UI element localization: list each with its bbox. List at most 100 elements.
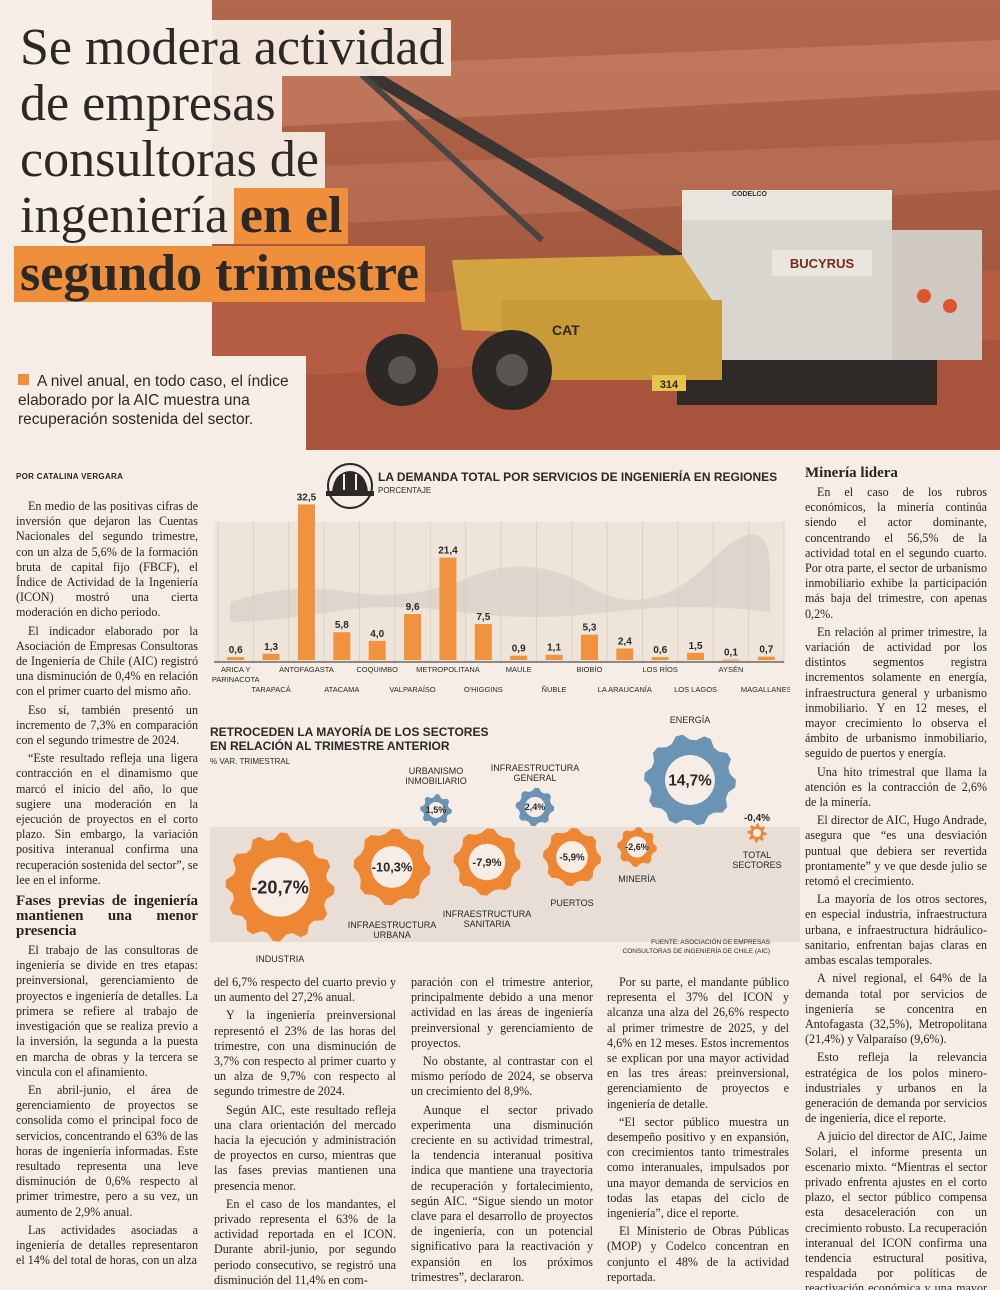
bar-value-label: 0,6 — [653, 645, 667, 656]
category-label: METROPOLITANA — [416, 665, 480, 674]
column-2: del 6,7% respecto del cuarto previo y un… — [214, 975, 396, 1290]
headline-line-2: de empresas — [14, 76, 282, 132]
category-label: MAULE — [506, 665, 532, 674]
gear-center — [250, 857, 310, 917]
gear-value-label: -0,4% — [744, 813, 770, 824]
sector-label: INMOBILIARIO — [405, 776, 467, 786]
headline-highlight-line: segundo trimestre — [14, 246, 426, 302]
gear-value-label: -7,9% — [472, 857, 501, 869]
sector-label: GENERAL — [513, 773, 556, 783]
bar-value-label: 0,9 — [512, 644, 526, 655]
sector-label: URBANISMO — [409, 766, 464, 776]
bar-los-lagos — [687, 652, 705, 660]
category-label: O'HIGGINS — [464, 685, 503, 694]
headline-line-1: Se modera actividad — [14, 20, 451, 76]
gear-value-label: -2,6% — [625, 842, 649, 852]
paragraph: Aunque el sector privado experimenta una… — [411, 1102, 593, 1284]
headline-line-4: ingeniería — [14, 188, 234, 244]
bar-value-label: 1,5 — [689, 641, 703, 652]
headline: Se modera actividad de empresas consulto… — [14, 20, 484, 302]
paragraph: Por su parte, el mandante público repres… — [607, 975, 789, 1111]
paragraph: El indicador elaborado por la Asociación… — [16, 623, 198, 699]
category-label: VALPARAÍSO — [389, 685, 436, 694]
bar-value-label: 0,6 — [229, 645, 243, 656]
codelco-sign: CODELCO — [732, 191, 768, 198]
bar-metropolitana — [439, 557, 457, 660]
paragraph: Esto refleja la relevancia estratégica d… — [805, 1050, 987, 1126]
paragraph: Eso sí, también presentó un incremento d… — [16, 702, 198, 748]
headline-highlight-inline: en el — [233, 188, 349, 244]
bar-value-label: 5,3 — [582, 623, 596, 634]
sector-label: MINERÍA — [618, 874, 656, 884]
category-label: AYSÉN — [719, 665, 744, 674]
bar-value-label: 21,4 — [438, 546, 458, 557]
bar-value-label: 0,7 — [759, 645, 773, 656]
paragraph: En relación al primer trimestre, la vari… — [805, 624, 987, 761]
paragraph: Según AIC, este resultado refleja una cl… — [214, 1102, 396, 1193]
bar-atacama — [333, 632, 351, 660]
category-label: LA ARAUCANÍA — [598, 685, 652, 694]
bar-valparaíso — [404, 614, 422, 660]
mining-photo: BUCYRUS 203 CODELCO CAT 314 — [212, 0, 1000, 450]
category-label: MAGALLANES — [741, 685, 790, 694]
paragraph: del 6,7% respecto del cuarto previo y un… — [214, 975, 396, 1005]
summary-text: A nivel anual, en todo caso, el índice e… — [18, 373, 289, 428]
chart1-title: LA DEMANDA TOTAL POR SERVICIOS DE INGENI… — [378, 469, 777, 484]
gear-center — [752, 828, 762, 838]
bullet-square-icon — [18, 374, 29, 385]
paragraph: La mayoría de los otros sectores, en esp… — [805, 892, 987, 968]
sector-label: INFRAESTRUCTURA — [443, 909, 532, 919]
gear-center — [665, 755, 715, 805]
chart2-source-line-1: FUENTE: ASOCIACIÓN DE EMPRESAS — [651, 937, 770, 946]
bar-o-higgins — [474, 624, 492, 660]
paragraph: El director de AIC, Hugo Andrade, asegur… — [805, 813, 987, 889]
sector-label: SANITARIA — [464, 919, 511, 929]
bar-la-araucanía — [616, 648, 634, 660]
bar-magallanes — [757, 656, 775, 660]
paragraph: A nivel regional, el 64% de la demanda t… — [805, 971, 987, 1047]
bar-value-label: 2,4 — [618, 637, 632, 648]
gear-center — [468, 843, 506, 881]
paragraph: Una hito trimestral que llama la atenció… — [805, 764, 987, 810]
category-label: BIOBÍO — [577, 665, 603, 674]
gear-center — [626, 836, 648, 858]
gear-center — [556, 841, 588, 873]
bucyrus-label: BUCYRUS — [790, 256, 855, 271]
bar-coquimbo — [368, 640, 386, 660]
category-label: COQUIMBO — [356, 665, 398, 674]
gear-value-label: -20,7% — [251, 877, 308, 897]
bucyrus-sign — [772, 250, 872, 276]
paragraph: Y la ingeniería preinversional represent… — [214, 1008, 396, 1099]
bar-los-ríos — [651, 657, 669, 660]
paragraph: El trabajo de las consultoras de ingenie… — [16, 943, 198, 1079]
paragraph: paración con el trimestre anterior, prin… — [411, 975, 593, 1050]
regions-bar-chart: LA DEMANDA TOTAL POR SERVICIOS DE INGENI… — [212, 463, 790, 694]
gear-center — [371, 846, 413, 888]
bar-value-label: 7,5 — [476, 612, 490, 623]
bar-value-label: 9,6 — [406, 602, 420, 613]
bar-tarapacá — [262, 653, 280, 660]
paragraph: En medio de las positivas cifras de inve… — [16, 499, 198, 620]
subheading: Minería lidera — [805, 465, 898, 481]
gear-value-label: 1,5% — [426, 805, 447, 815]
gear-value-label: -10,3% — [372, 859, 413, 874]
chart2-source-line-2: CONSULTORAS DE INGENIERÍA DE CHILE (AIC) — [623, 946, 770, 955]
chile-map-silhouette — [230, 534, 770, 622]
sector-label: SECTORES — [732, 860, 781, 870]
hardhat-icon — [326, 463, 374, 509]
gear-center — [428, 802, 444, 818]
gear-center — [524, 796, 546, 818]
gear-value-label: 2,4% — [525, 802, 546, 812]
paragraph: “Este resultado refleja una ligera contr… — [16, 751, 198, 887]
column-3: paración con el trimestre anterior, prin… — [411, 975, 593, 1288]
bar-value-label: 1,1 — [547, 643, 561, 654]
truck-number: 314 — [660, 379, 679, 391]
chart1-ylabel: PORCENTAJE — [378, 486, 431, 495]
mining-illustration: BUCYRUS 203 CODELCO CAT 314 — [212, 0, 1000, 450]
sector-label: INDUSTRIA — [256, 954, 305, 964]
category-label: LOS LAGOS — [674, 685, 717, 694]
bar-ñuble — [545, 654, 563, 660]
subheading: Fases previas de ingeniería mantienen un… — [16, 893, 198, 940]
category-label: PARINACOTA — [212, 675, 260, 684]
bar-antofagasta — [297, 504, 315, 660]
